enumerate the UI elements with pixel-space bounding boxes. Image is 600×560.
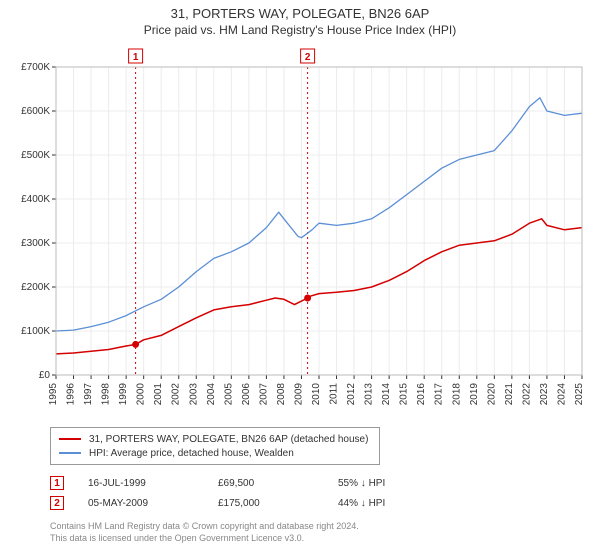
legend-swatch-price-paid [59,438,81,440]
chart-svg: 1 2 £0 £100K £200K £300K £400K £500K £600K £700K 1… [10,43,590,421]
svg-text:2016: 2016 [416,383,427,406]
svg-text:2010: 2010 [311,383,322,406]
title-block: 31, PORTERS WAY, POLEGATE, BN26 6AP Pric… [10,6,590,37]
event-pct-1: 55% ↓ HPI [338,478,458,489]
event-price-2: £175,000 [218,498,338,509]
svg-text:2002: 2002 [171,383,182,406]
svg-text:1997: 1997 [83,383,94,406]
svg-text:2000: 2000 [136,383,147,406]
svg-text:£300K: £300K [21,238,50,249]
legend-label-hpi: HPI: Average price, detached house, Weal… [89,448,294,459]
svg-text:2022: 2022 [521,383,532,406]
event-marker-2: 2 [50,496,64,510]
svg-text:1998: 1998 [101,383,112,406]
svg-text:2013: 2013 [364,383,375,406]
svg-text:2017: 2017 [434,383,445,406]
svg-text:£700K: £700K [21,62,50,73]
svg-text:1: 1 [133,52,139,63]
svg-text:1995: 1995 [48,383,59,406]
svg-text:£200K: £200K [21,282,50,293]
event-row-1: 1 16-JUL-1999 £69,500 55% ↓ HPI [50,473,590,493]
svg-text:2006: 2006 [241,383,252,406]
event-table: 1 16-JUL-1999 £69,500 55% ↓ HPI 2 05-MAY… [50,473,590,513]
chart-subtitle: Price paid vs. HM Land Registry's House … [10,23,590,37]
svg-text:2005: 2005 [223,383,234,406]
chart-title: 31, PORTERS WAY, POLEGATE, BN26 6AP [10,6,590,21]
svg-text:£600K: £600K [21,106,50,117]
svg-text:£100K: £100K [21,326,50,337]
event-date-2: 05-MAY-2009 [88,498,218,509]
svg-text:2018: 2018 [451,383,462,406]
chart-container: 31, PORTERS WAY, POLEGATE, BN26 6AP Pric… [0,0,600,560]
svg-text:2001: 2001 [153,383,164,406]
svg-text:2019: 2019 [469,383,480,406]
legend: 31, PORTERS WAY, POLEGATE, BN26 6AP (det… [50,427,380,465]
legend-row-hpi: HPI: Average price, detached house, Weal… [59,446,371,460]
svg-text:2020: 2020 [486,383,497,406]
event-price-1: £69,500 [218,478,338,489]
footer: Contains HM Land Registry data © Crown c… [50,521,590,544]
svg-text:2004: 2004 [206,383,217,406]
svg-text:2003: 2003 [188,383,199,406]
svg-text:2007: 2007 [258,383,269,406]
legend-label-price-paid: 31, PORTERS WAY, POLEGATE, BN26 6AP (det… [89,434,368,445]
event-date-1: 16-JUL-1999 [88,478,218,489]
svg-text:2014: 2014 [381,383,392,406]
legend-row-price-paid: 31, PORTERS WAY, POLEGATE, BN26 6AP (det… [59,432,371,446]
svg-text:2024: 2024 [556,383,567,406]
chart-area: 1 2 £0 £100K £200K £300K £400K £500K £600K £700K 1… [10,43,590,421]
svg-text:2023: 2023 [539,383,550,406]
footer-line-1: Contains HM Land Registry data © Crown c… [50,521,590,533]
event-row-2: 2 05-MAY-2009 £175,000 44% ↓ HPI [50,493,590,513]
legend-swatch-hpi [59,452,81,454]
svg-text:2025: 2025 [574,383,585,406]
svg-text:2008: 2008 [276,383,287,406]
svg-text:£400K: £400K [21,194,50,205]
event-pct-2: 44% ↓ HPI [338,498,458,509]
svg-text:2012: 2012 [346,383,357,406]
event-marker-1: 1 [50,476,64,490]
svg-text:2011: 2011 [329,383,340,405]
svg-text:1999: 1999 [118,383,129,406]
svg-text:1996: 1996 [66,383,77,406]
svg-text:£0: £0 [39,370,51,381]
footer-line-2: This data is licensed under the Open Gov… [50,533,590,545]
svg-text:2021: 2021 [504,383,515,406]
svg-text:2015: 2015 [399,383,410,406]
svg-text:2009: 2009 [293,383,304,406]
svg-text:£500K: £500K [21,150,50,161]
svg-text:2: 2 [305,52,311,63]
